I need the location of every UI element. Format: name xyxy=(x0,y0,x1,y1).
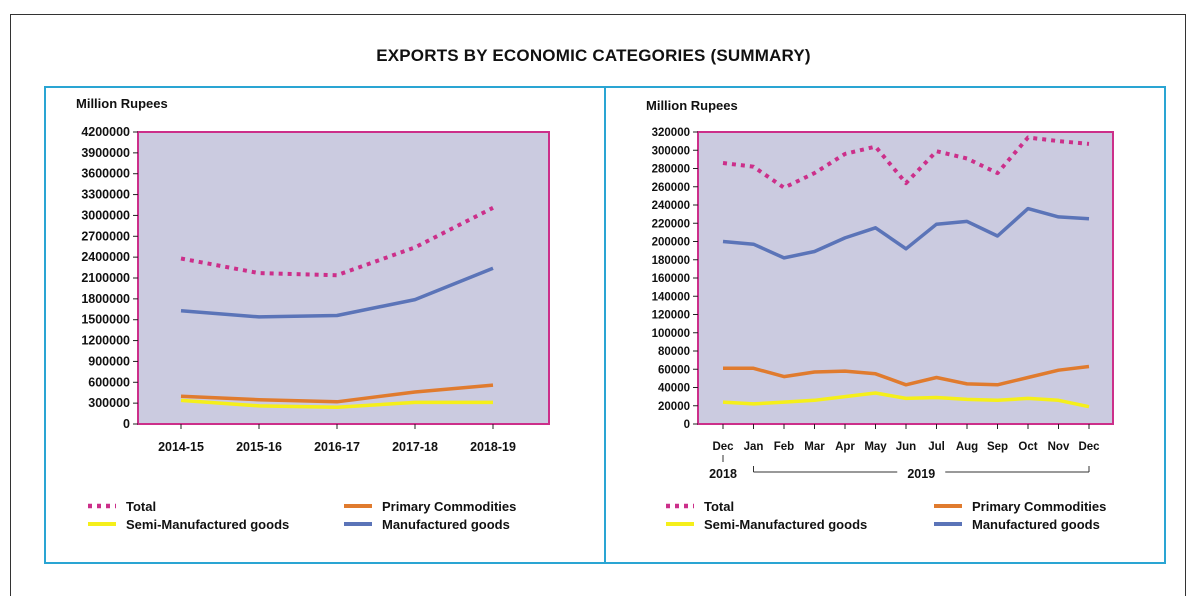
x-tick-label: Oct xyxy=(1018,441,1037,453)
x-tick-label: Sep xyxy=(987,441,1008,453)
y-tick-label: 2700000 xyxy=(81,229,130,243)
legend-label-manufactured: Manufactured goods xyxy=(382,517,510,532)
y-tick-label: 60000 xyxy=(658,364,690,376)
right-chart-panel: Million Rupees 0 20000 40000 60000 80000 10000… xyxy=(606,86,1166,564)
annual-exports-chart: Million Rupees 0 300000 600000 900000 1200000… xyxy=(76,96,550,532)
plot-area xyxy=(697,131,1114,425)
x-tick-label: Jun xyxy=(896,441,916,453)
y-tick-label: 100000 xyxy=(652,328,690,340)
outer-frame xyxy=(10,14,1186,596)
y-tick-label: 80000 xyxy=(658,346,690,358)
y-tick-label: 3000000 xyxy=(81,208,130,222)
y-tick-label: 160000 xyxy=(652,273,690,285)
legend-label-semi: Semi-Manufactured goods xyxy=(704,517,867,532)
y-tick-label: 260000 xyxy=(652,182,690,194)
x-tick-label: Dec xyxy=(1078,441,1100,453)
series-line-manufactured xyxy=(722,206,1090,260)
y-tick-label: 3900000 xyxy=(81,146,130,160)
y-tick-label: 600000 xyxy=(88,375,130,389)
y-tick-label: 2100000 xyxy=(81,271,130,285)
y-tick-label: 900000 xyxy=(88,354,130,368)
x-tick-label: Dec xyxy=(712,441,734,453)
x-tick-label: Nov xyxy=(1048,441,1070,453)
x-tick-label: Aug xyxy=(956,441,978,453)
x-tick-label: Feb xyxy=(774,441,794,453)
series-line-total xyxy=(722,135,1090,190)
x-tick-label: Apr xyxy=(835,441,855,453)
legend-label-manufactured: Manufactured goods xyxy=(972,517,1100,532)
y-axis-label: Million Rupees xyxy=(76,96,168,111)
series-line-semi xyxy=(180,398,493,410)
y-tick-label: 200000 xyxy=(652,237,690,249)
legend-label-primary: Primary Commodities xyxy=(972,499,1106,514)
series-line-manufactured xyxy=(180,266,494,319)
y-tick-label: 300000 xyxy=(88,396,130,410)
y-tick-label: 4200000 xyxy=(81,125,130,139)
legend-label-primary: Primary Commodities xyxy=(382,499,516,514)
x-tick-label: 2014-15 xyxy=(158,440,204,454)
year-label-2018: 2018 xyxy=(709,467,737,481)
y-tick-label: 1500000 xyxy=(81,313,130,327)
monthly-exports-chart: Million Rupees 0 20000 40000 60000 80000 10000… xyxy=(646,98,1114,532)
y-tick-label: 1200000 xyxy=(81,334,130,348)
year-label-2019: 2019 xyxy=(907,467,935,481)
x-tick-label: May xyxy=(864,441,887,453)
x-tick-label: Jul xyxy=(928,441,945,453)
y-tick-label: 3600000 xyxy=(81,167,130,181)
y-tick-label: 1800000 xyxy=(81,292,130,306)
y-tick-label: 20000 xyxy=(658,401,690,413)
left-chart-panel: Million Rupees 0 300000 600000 900000 1200000… xyxy=(44,86,606,564)
y-tick-label: 3300000 xyxy=(81,188,130,202)
y-tick-label: 280000 xyxy=(652,164,690,176)
x-tick-label: 2016-17 xyxy=(314,440,360,454)
legend-label-total: Total xyxy=(126,499,156,514)
x-tick-label: 2018-19 xyxy=(470,440,516,454)
y-tick-label: 0 xyxy=(684,419,690,431)
x-tick-label: 2015-16 xyxy=(236,440,282,454)
y-axis-label: Million Rupees xyxy=(646,98,738,113)
page-title: EXPORTS BY ECONOMIC CATEGORIES (SUMMARY) xyxy=(376,46,811,65)
y-tick-label: 120000 xyxy=(652,310,690,322)
series-line-primary xyxy=(180,383,494,404)
x-tick-label: Mar xyxy=(804,441,825,453)
legend-label-semi: Semi-Manufactured goods xyxy=(126,517,289,532)
y-tick-label: 180000 xyxy=(652,255,690,267)
y-tick-label: 320000 xyxy=(652,127,690,139)
y-tick-label: 2400000 xyxy=(81,250,130,264)
series-line-primary xyxy=(723,364,1090,387)
x-tick-label: 2017-18 xyxy=(392,440,438,454)
y-tick-label: 300000 xyxy=(652,145,690,157)
y-tick-label: 0 xyxy=(123,417,130,431)
plot-area xyxy=(137,131,550,425)
series-line-semi xyxy=(722,391,1090,409)
x-tick-label: Jan xyxy=(744,441,764,453)
legend-label-total: Total xyxy=(704,499,734,514)
y-tick-label: 220000 xyxy=(652,218,690,230)
y-tick-label: 140000 xyxy=(652,291,690,303)
y-tick-label: 240000 xyxy=(652,200,690,212)
y-tick-label: 40000 xyxy=(658,383,690,395)
